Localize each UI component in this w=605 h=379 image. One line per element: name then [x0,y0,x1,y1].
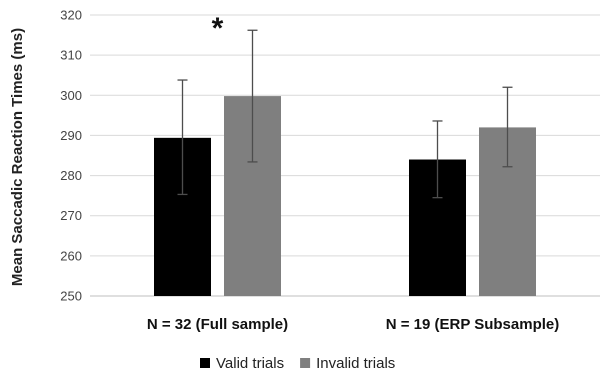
legend-swatch [200,358,210,368]
category-labels: N = 32 (Full sample) N = 19 (ERP Subsampl… [147,316,559,333]
legend: Valid trials Invalid trials [200,355,395,372]
y-tick-label: 280 [60,168,82,183]
significance-asterisk: * [212,12,224,45]
y-tick-label: 300 [60,88,82,103]
legend-label: Valid trials [216,355,284,372]
bars [154,96,536,297]
y-tick-label: 260 [60,248,82,263]
category-label: N = 19 (ERP Subsample) [386,316,560,333]
legend-label: Invalid trials [316,355,395,372]
legend-swatch [300,358,311,368]
y-axis-ticks: 250 260 270 280 290 300 310 320 [60,8,82,304]
category-label: N = 32 (Full sample) [147,316,288,333]
y-tick-label: 250 [60,289,82,304]
y-tick-label: 320 [60,8,82,23]
annotations: * [212,12,224,45]
y-tick-label: 290 [60,128,82,143]
error-bars [177,29,513,199]
y-axis-title: Mean Saccadic Reaction Times (ms) [9,28,26,286]
y-tick-label: 310 [60,48,82,63]
y-tick-label: 270 [60,208,82,223]
